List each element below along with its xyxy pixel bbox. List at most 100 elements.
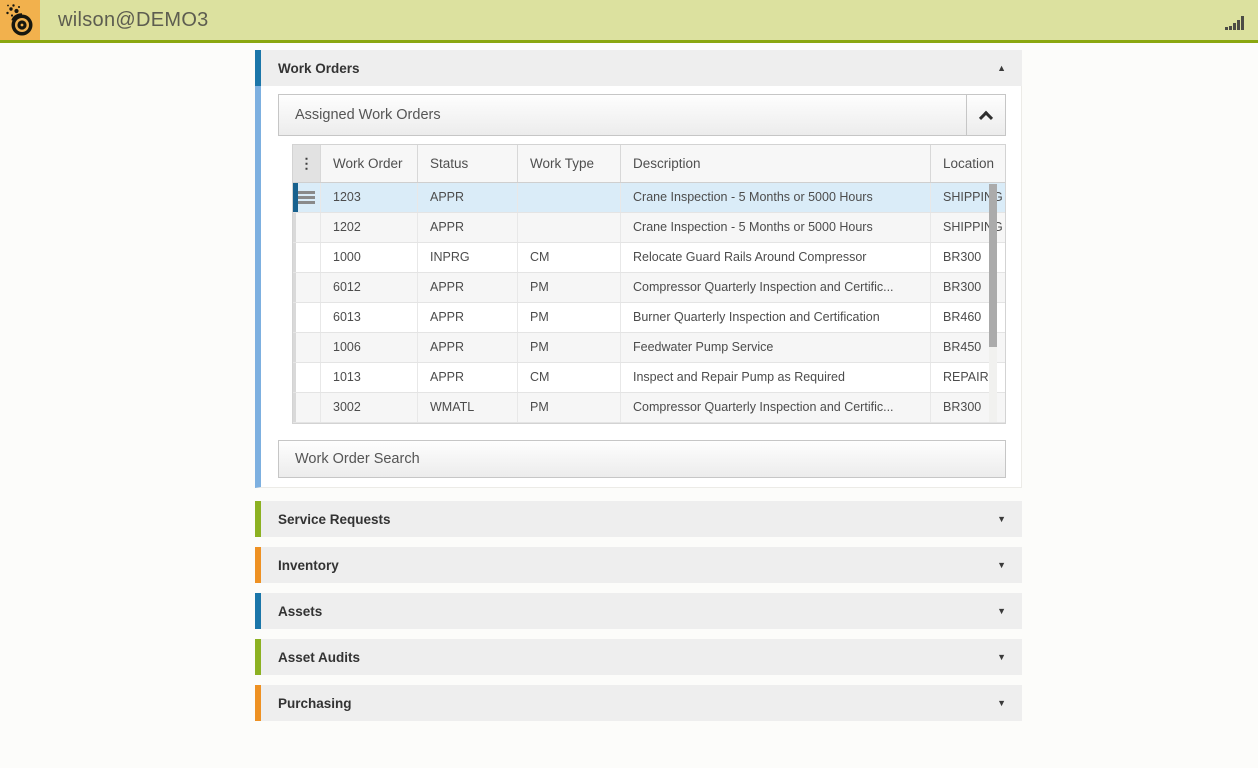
row-handle-cell <box>293 273 321 302</box>
cell-status: APPR <box>418 363 518 392</box>
cell-location: SHIPPING <box>943 220 1003 234</box>
section-title: Inventory <box>278 557 339 573</box>
assigned-work-orders-table: ⋮ Work Order Status Work Type Descriptio… <box>292 144 1006 424</box>
assigned-work-orders-label: Assigned Work Orders <box>295 107 441 123</box>
row-handle-cell <box>293 243 321 272</box>
user-session-title: wilson@DEMO3 <box>58 8 209 31</box>
collapse-arrow-down-icon[interactable]: ▼ <box>997 559 1006 570</box>
collapse-arrow-down-icon[interactable]: ▼ <box>997 513 1006 524</box>
row-handle-cell <box>293 363 321 392</box>
cell-work-type: CM <box>518 363 621 392</box>
section-service-requests: Service Requests ▼ <box>255 501 1022 537</box>
cell-location: BR450 <box>943 340 982 354</box>
cell-description: Feedwater Pump Service <box>621 333 931 362</box>
cell-location: REPAIR <box>943 370 989 384</box>
cell-status: APPR <box>418 273 518 302</box>
row-handle-cell[interactable] <box>293 183 321 212</box>
table-row-selected[interactable]: 1203 APPR Crane Inspection - 5 Months or… <box>293 183 1005 213</box>
collapse-arrow-down-icon[interactable]: ▼ <box>997 697 1006 708</box>
cell-work-type: PM <box>518 273 621 302</box>
column-header-status[interactable]: Status <box>418 145 518 182</box>
table-row[interactable]: 3002 WMATL PM Compressor Quarterly Inspe… <box>293 393 1005 423</box>
column-header-work-type[interactable]: Work Type <box>518 145 621 182</box>
cell-work-order: 6013 <box>321 303 418 332</box>
section-title: Service Requests <box>278 511 391 527</box>
row-indicator <box>293 273 296 302</box>
drag-handle-icon <box>298 196 315 199</box>
main-content: Work Orders ▲ Assigned Work Orders ⋮ Wor… <box>255 50 1022 721</box>
row-handle-cell <box>293 303 321 332</box>
work-orders-section-body: Assigned Work Orders ⋮ Work Order Status… <box>255 86 1022 488</box>
app-top-bar: wilson@DEMO3 <box>0 0 1258 43</box>
section-header-work-orders[interactable]: Work Orders ▲ <box>255 50 1022 86</box>
collapse-arrow-up-icon[interactable]: ▲ <box>997 62 1006 73</box>
section-title: Purchasing <box>278 695 352 711</box>
row-indicator <box>293 363 296 392</box>
chevron-up-icon <box>978 110 994 125</box>
cell-work-type: PM <box>518 393 621 422</box>
section-header-service-requests[interactable]: Service Requests ▼ <box>255 501 1022 537</box>
cell-description: Burner Quarterly Inspection and Certific… <box>621 303 931 332</box>
selected-row-indicator <box>293 183 298 212</box>
cell-work-type <box>518 213 621 242</box>
column-header-location[interactable]: Location <box>943 156 995 171</box>
section-inventory: Inventory ▼ <box>255 547 1022 583</box>
cell-work-type: PM <box>518 303 621 332</box>
row-handle-cell <box>293 333 321 362</box>
cell-description: Compressor Quarterly Inspection and Cert… <box>621 393 931 422</box>
cell-description: Inspect and Repair Pump as Required <box>621 363 931 392</box>
cell-description: Crane Inspection - 5 Months or 5000 Hour… <box>621 213 931 242</box>
section-title: Work Orders <box>278 60 360 76</box>
section-header-assets[interactable]: Assets ▼ <box>255 593 1022 629</box>
work-order-search-label: Work Order Search <box>295 451 420 467</box>
section-header-purchasing[interactable]: Purchasing ▼ <box>255 685 1022 721</box>
cell-status: INPRG <box>418 243 518 272</box>
table-row[interactable]: 1202 APPR Crane Inspection - 5 Months or… <box>293 213 1005 243</box>
cell-status: APPR <box>418 213 518 242</box>
row-indicator <box>293 213 296 242</box>
cell-description: Relocate Guard Rails Around Compressor <box>621 243 931 272</box>
section-title: Assets <box>278 603 323 619</box>
signal-strength-icon <box>1224 16 1244 30</box>
cell-status: APPR <box>418 303 518 332</box>
section-title: Asset Audits <box>278 649 361 665</box>
section-header-inventory[interactable]: Inventory ▼ <box>255 547 1022 583</box>
cell-work-order: 1006 <box>321 333 418 362</box>
row-handle-cell <box>293 213 321 242</box>
table-vertical-scrollbar[interactable] <box>989 184 997 422</box>
column-header-description[interactable]: Description <box>621 145 931 182</box>
kebab-menu-icon: ⋮ <box>299 155 314 171</box>
column-header-work-order[interactable]: Work Order <box>321 145 418 182</box>
row-handle-cell <box>293 393 321 422</box>
cell-work-order: 1203 <box>321 183 418 212</box>
collapse-arrow-down-icon[interactable]: ▼ <box>997 605 1006 616</box>
table-body: 1203 APPR Crane Inspection - 5 Months or… <box>293 183 1005 423</box>
cell-status: APPR <box>418 183 518 212</box>
collapse-panel-button[interactable] <box>966 95 1005 135</box>
snail-swirl-logo-icon <box>6 4 33 36</box>
section-work-orders: Work Orders ▲ Assigned Work Orders ⋮ Wor… <box>255 50 1022 488</box>
table-row[interactable]: 1000 INPRG CM Relocate Guard Rails Aroun… <box>293 243 1005 273</box>
table-row[interactable]: 6013 APPR PM Burner Quarterly Inspection… <box>293 303 1005 333</box>
cell-status: APPR <box>418 333 518 362</box>
cell-status: WMATL <box>418 393 518 422</box>
section-header-asset-audits[interactable]: Asset Audits ▼ <box>255 639 1022 675</box>
assigned-work-orders-bar[interactable]: Assigned Work Orders <box>278 94 1006 136</box>
cell-work-type <box>518 183 621 212</box>
table-options-header-cell[interactable]: ⋮ <box>293 145 321 182</box>
row-indicator <box>293 243 296 272</box>
row-indicator <box>293 393 296 422</box>
scrollbar-thumb[interactable] <box>989 184 997 347</box>
table-row[interactable]: 1013 APPR CM Inspect and Repair Pump as … <box>293 363 1005 393</box>
cell-location: BR300 <box>943 280 982 294</box>
cell-work-type: PM <box>518 333 621 362</box>
table-row[interactable]: 6012 APPR PM Compressor Quarterly Inspec… <box>293 273 1005 303</box>
cell-description: Compressor Quarterly Inspection and Cert… <box>621 273 931 302</box>
table-row[interactable]: 1006 APPR PM Feedwater Pump Service BR45… <box>293 333 1005 363</box>
row-indicator <box>293 303 296 332</box>
cell-work-order: 1000 <box>321 243 418 272</box>
collapse-arrow-down-icon[interactable]: ▼ <box>997 651 1006 662</box>
section-assets: Assets ▼ <box>255 593 1022 629</box>
work-order-search-button[interactable]: Work Order Search <box>278 440 1006 478</box>
cell-description: Crane Inspection - 5 Months or 5000 Hour… <box>621 183 931 212</box>
